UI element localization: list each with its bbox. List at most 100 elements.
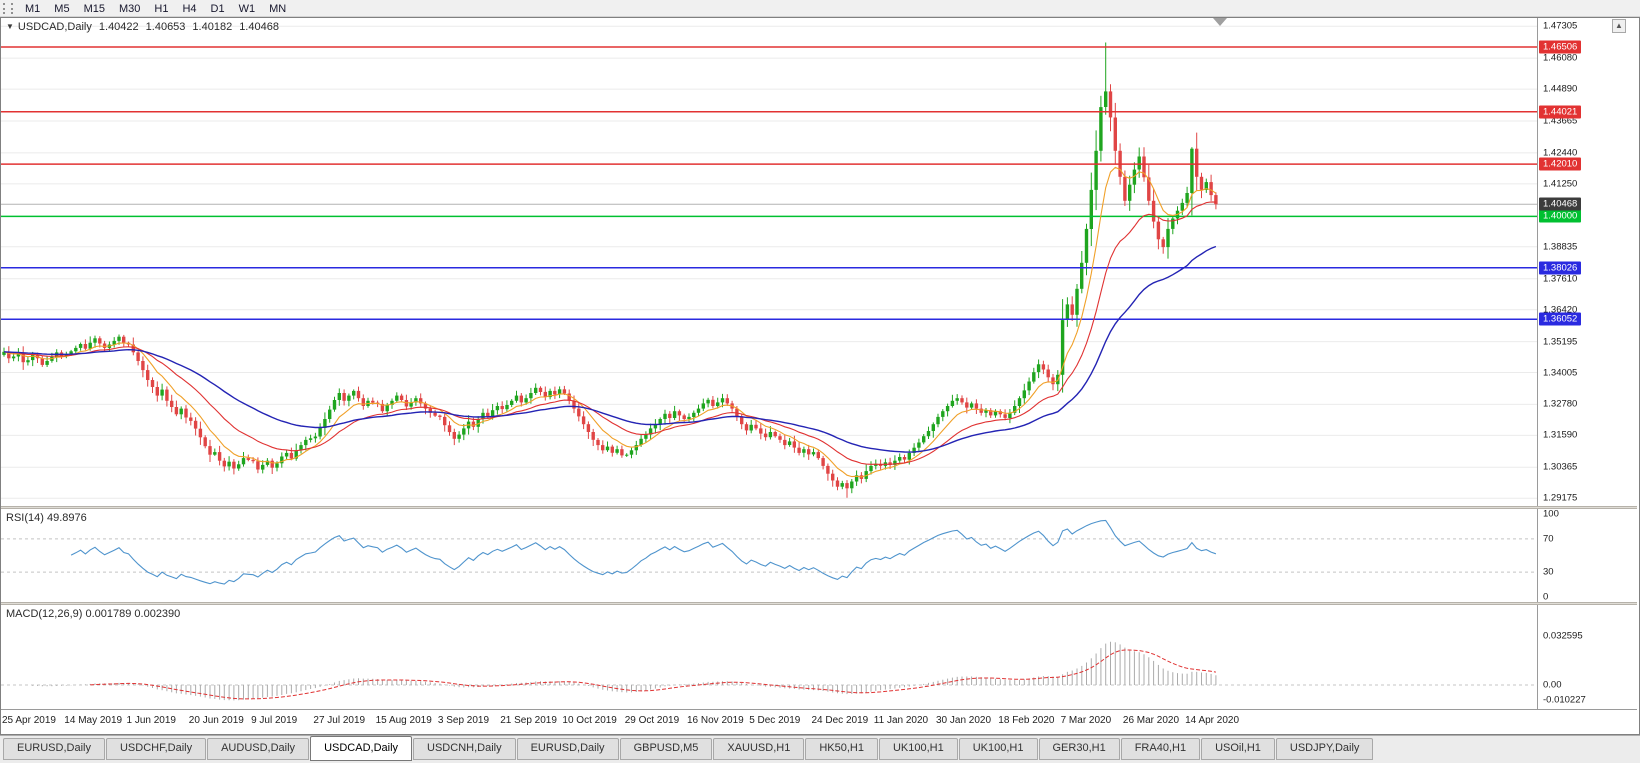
timeframe-button-mn[interactable]: MN xyxy=(269,3,287,15)
macd-signal-line xyxy=(90,649,1216,700)
chart-tab-usoil-h1[interactable]: USOil,H1 xyxy=(1201,738,1275,760)
date-tick: 18 Feb 2020 xyxy=(998,715,1055,726)
timeframe-buttons: M1 M5 M15 M30 H1 H4 D1 W1 MN xyxy=(18,0,293,17)
rsi-label: RSI(14) 49.8976 xyxy=(6,512,87,524)
date-tick: 21 Sep 2019 xyxy=(500,715,557,726)
date-tick: 10 Oct 2019 xyxy=(562,715,617,726)
price-tick: 1.36420 xyxy=(1543,304,1578,316)
pane-splitter[interactable] xyxy=(1,602,1637,605)
timeframe-button-d1[interactable]: D1 xyxy=(210,3,225,15)
rsi-tick: 100 xyxy=(1543,509,1559,520)
macd-tick: 0.00 xyxy=(1543,679,1562,691)
date-tick: 5 Dec 2019 xyxy=(749,715,801,726)
toolbar-drag-handle-icon xyxy=(3,2,13,14)
date-tick: 30 Jan 2020 xyxy=(936,715,992,726)
date-tick: 11 Jan 2020 xyxy=(873,715,929,726)
price-pane[interactable]: ▼ USDCAD,Daily 1.40422 1.40653 1.40182 1.4046… xyxy=(1,18,1637,506)
timeframe-button-h4[interactable]: H4 xyxy=(182,3,197,15)
price-tick: 1.31590 xyxy=(1543,429,1578,441)
ma-line-8 xyxy=(3,166,1217,478)
date-tick: 24 Dec 2019 xyxy=(811,715,869,726)
date-tick: 26 Mar 2020 xyxy=(1122,715,1180,726)
chart-tab-uk100-h1[interactable]: UK100,H1 xyxy=(958,738,1038,760)
timeframe-button-m5[interactable]: M5 xyxy=(54,3,70,15)
timeframe-button-m1[interactable]: M1 xyxy=(25,3,41,15)
rsi-axis[interactable]: 100 70 30 0 xyxy=(1537,509,1637,602)
price-tick: 1.43665 xyxy=(1543,115,1578,127)
price-line-badge: 1.38026 xyxy=(1539,261,1582,275)
chart-tab-bar: EURUSD,Daily USDCHF,Daily AUDUSD,Daily USDC… xyxy=(0,735,1640,763)
chart-tab-uk100-h1[interactable]: UK100,H1 xyxy=(878,738,958,760)
rsi-tick: 30 xyxy=(1543,566,1554,578)
chart-tab-xauusd-h1[interactable]: XAUUSD,H1 xyxy=(713,738,805,760)
last-price-badge: 1.40468 xyxy=(1539,197,1582,211)
ohlc-low: 1.40182 xyxy=(192,21,233,33)
ma-line-20 xyxy=(3,201,1216,465)
date-tick: 9 Jul 2019 xyxy=(251,715,298,726)
price-tick: 1.46080 xyxy=(1543,52,1578,64)
price-tick: 1.47305 xyxy=(1543,20,1578,32)
price-tick: 1.32780 xyxy=(1543,398,1578,410)
price-line-badge: 1.40000 xyxy=(1539,209,1582,223)
pane-splitter[interactable] xyxy=(1,506,1637,509)
price-tick: 1.41250 xyxy=(1543,178,1578,190)
timeframe-toolbar: M1 M5 M15 M30 H1 H4 D1 W1 MN xyxy=(0,0,1640,17)
macd-pane[interactable]: MACD(12,26,9) 0.001789 0.002390 0.032595… xyxy=(1,605,1637,709)
price-tick: 1.44890 xyxy=(1543,83,1578,95)
ohlc-close: 1.40468 xyxy=(239,21,279,33)
timeframe-button-m30[interactable]: M30 xyxy=(118,3,141,15)
macd-tick: -0.010227 xyxy=(1543,694,1586,706)
price-tick: 1.38835 xyxy=(1543,241,1578,253)
price-line-badge: 1.42010 xyxy=(1539,157,1582,171)
timeframe-button-w1[interactable]: W1 xyxy=(238,3,256,15)
macd-axis[interactable]: 0.032595 0.00 -0.010227 xyxy=(1537,605,1637,709)
chart-tab-usdchf-daily[interactable]: USDCHF,Daily xyxy=(105,738,207,760)
chart-title: ▼ USDCAD,Daily 1.40422 1.40653 1.40182 1.4046… xyxy=(6,21,279,33)
ohlc-open: 1.40422 xyxy=(98,21,139,33)
date-tick: 15 Aug 2019 xyxy=(375,715,432,726)
chart-tab-hk50-h1[interactable]: HK50,H1 xyxy=(805,738,878,760)
chart-window: ▼ USDCAD,Daily 1.40422 1.40653 1.40182 1.4046… xyxy=(0,17,1640,735)
price-tick: 1.42440 xyxy=(1543,147,1578,159)
ma-line-45 xyxy=(3,245,1217,453)
price-axis[interactable]: 1.47305 1.46080 1.44890 1.43665 1.42440 1.412… xyxy=(1537,18,1637,506)
macd-tick: 0.032595 xyxy=(1543,630,1583,642)
rsi-level-lines xyxy=(1,538,1537,573)
chart-tab-usdjpy-daily[interactable]: USDJPY,Daily xyxy=(1275,738,1374,760)
price-line-badge: 1.44021 xyxy=(1539,105,1582,119)
rsi-pane[interactable]: RSI(14) 49.8976 100 70 30 0 xyxy=(1,509,1637,602)
chart-tab-usdcad-daily[interactable]: USDCAD,Daily xyxy=(310,736,413,761)
chart-tab-usdcnh-daily[interactable]: USDCNH,Daily xyxy=(413,738,516,760)
chevron-down-icon[interactable]: ▼ xyxy=(6,22,14,31)
macd-chart[interactable] xyxy=(1,605,1537,709)
timeframe-button-m15[interactable]: M15 xyxy=(83,3,105,15)
chart-tab-audusd-daily[interactable]: AUDUSD,Daily xyxy=(207,738,310,760)
date-tick: 25 Apr 2019 xyxy=(2,715,56,726)
date-tick: 20 Jun 2019 xyxy=(188,715,244,726)
rsi-chart[interactable] xyxy=(1,509,1537,602)
date-tick: 3 Sep 2019 xyxy=(437,715,490,726)
chart-tab-ger30-h1[interactable]: GER30,H1 xyxy=(1038,738,1120,760)
symbol-label: USDCAD,Daily xyxy=(17,21,92,33)
price-tick: 1.30365 xyxy=(1543,461,1578,473)
date-tick: 14 May 2019 xyxy=(64,715,123,726)
chart-tab-eurusd-daily[interactable]: EURUSD,Daily xyxy=(3,738,105,760)
date-axis[interactable]: 25 Apr 2019 14 May 2019 1 Jun 2019 20 Jun 2… xyxy=(1,709,1637,734)
chart-shift-marker[interactable] xyxy=(1213,18,1227,26)
date-tick: 29 Oct 2019 xyxy=(624,715,680,726)
date-tick: 7 Mar 2020 xyxy=(1060,715,1112,726)
chart-tab-gbpusd-m5[interactable]: GBPUSD,M5 xyxy=(619,738,713,760)
price-line-badge: 1.36052 xyxy=(1539,312,1582,326)
date-tick: 27 Jul 2019 xyxy=(313,715,366,726)
candles xyxy=(2,42,1218,498)
chart-tab-eurusd-daily[interactable]: EURUSD,Daily xyxy=(516,738,619,760)
timeframe-button-h1[interactable]: H1 xyxy=(154,3,169,15)
price-line-badge: 1.46506 xyxy=(1539,40,1582,54)
chart-tab-fra40-h1[interactable]: FRA40,H1 xyxy=(1120,738,1201,760)
macd-label: MACD(12,26,9) 0.001789 0.002390 xyxy=(6,608,181,620)
macd-histogram xyxy=(32,641,1217,701)
candlestick-chart[interactable] xyxy=(1,18,1537,506)
scroll-up-button[interactable]: ▲ xyxy=(1612,19,1626,33)
rsi-line xyxy=(70,519,1217,585)
